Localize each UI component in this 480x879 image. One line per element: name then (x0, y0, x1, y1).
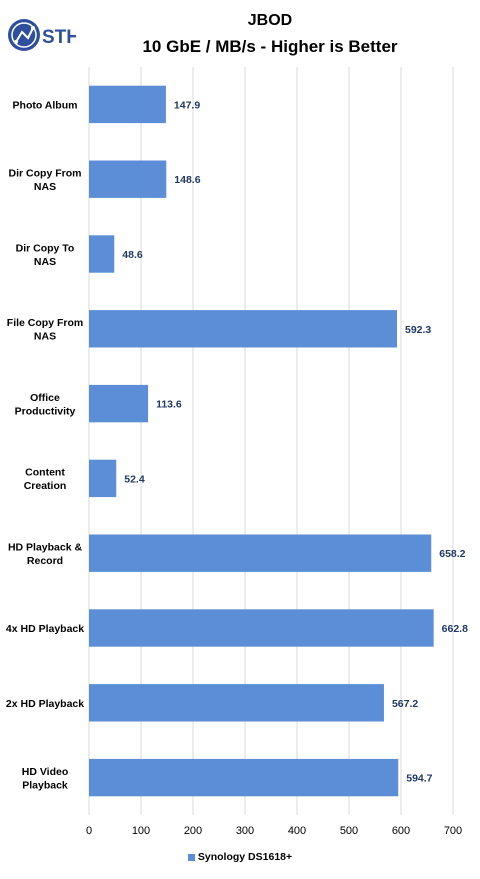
x-tick-label: 0 (86, 825, 92, 837)
x-tick-label: 100 (132, 825, 150, 837)
bar (89, 384, 149, 423)
value-label: 113.6 (156, 399, 182, 411)
bar (89, 160, 167, 198)
category-label: Dir Copy To NAS (16, 242, 75, 268)
legend-label: Synology DS1618+ (197, 851, 293, 863)
category-labels: Photo Album Dir Copy From NAS Dir Copy To NA… (6, 99, 84, 791)
x-tick-label: 700 (444, 825, 462, 837)
category-label: 4x HD Playback (6, 623, 84, 635)
category-label: 2x HD Playback (6, 698, 84, 710)
value-label: 567.2 (392, 698, 418, 710)
value-label: 52.4 (124, 473, 145, 485)
value-label: 662.8 (442, 623, 468, 635)
logo-text: STH (42, 27, 76, 48)
bars (89, 85, 434, 797)
legend: Synology DS1618+ (0, 851, 480, 863)
x-tick-label: 500 (340, 825, 358, 837)
bar (89, 310, 397, 348)
value-label: 147.9 (174, 99, 200, 111)
bar (89, 609, 434, 647)
x-tick-labels: 0 100 200 300 400 500 600 700 (86, 825, 462, 837)
x-tick-label: 600 (392, 825, 410, 837)
bar (89, 684, 384, 722)
value-label: 592.3 (405, 324, 431, 336)
value-labels: 147.9 148.6 48.6 592.3 113.6 52.4 658.2 662.8 56… (122, 99, 468, 784)
bar (89, 459, 117, 498)
value-label: 148.6 (174, 174, 200, 186)
x-tick-label: 300 (236, 825, 254, 837)
value-label: 48.6 (122, 249, 143, 261)
bar (89, 85, 166, 124)
value-label: 658.2 (439, 548, 465, 560)
bar (89, 758, 399, 797)
category-label: Office Productivity (15, 392, 76, 418)
bar (89, 534, 432, 572)
x-tick-label: 400 (288, 825, 306, 837)
legend-swatch (187, 853, 195, 861)
x-tick-label: 200 (184, 825, 202, 837)
category-label: Content Creation (24, 467, 67, 493)
category-label: HD Playback & Record (8, 541, 83, 567)
value-label: 594.7 (406, 773, 432, 785)
bar (89, 235, 115, 273)
category-label: Dir Copy From NAS (9, 167, 82, 193)
chart-subtitle: 10 GbE / MB/s - Higher is Better (142, 37, 398, 56)
category-label: HD Video Playback (22, 766, 68, 792)
sth-logo: STH (6, 16, 80, 54)
chart-title: JBOD (247, 12, 293, 29)
category-label: File Copy From NAS (7, 317, 83, 343)
sth-logo-icon: STH (8, 19, 80, 51)
category-label: Photo Album (13, 99, 78, 111)
